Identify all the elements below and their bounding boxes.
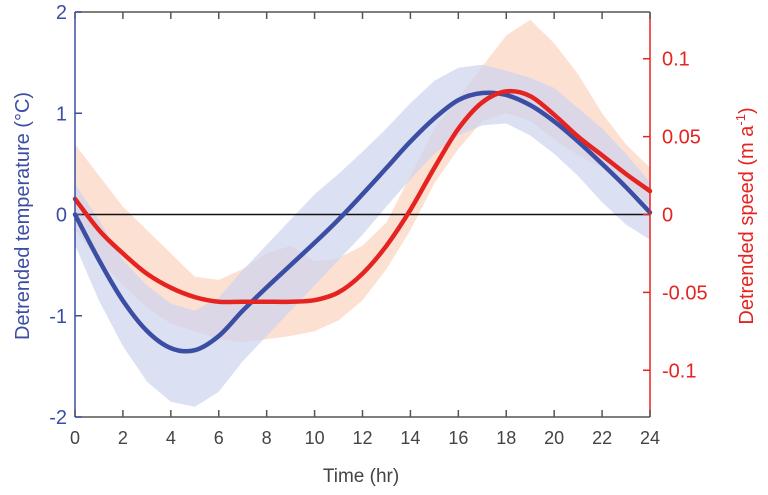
confidence-bands: [75, 19, 650, 407]
x-tick-label: 8: [262, 428, 272, 448]
x-axis-ticks: 0 2 4 6 8 10 12 14 16 18 20 22 24: [70, 12, 660, 448]
temperature-line: [72, 90, 653, 354]
left-y-tick-label: -2: [49, 407, 67, 429]
right-y-axis-label-text: Detrended speed (m a: [736, 125, 758, 325]
left-y-tick-label: -1: [49, 306, 67, 328]
x-tick-label: 14: [400, 428, 420, 448]
right-y-axis-label-superscript: -1: [733, 114, 748, 126]
right-y-axis-ticks: -0.1 -0.05 0 0.05 0.1: [643, 49, 708, 382]
speed-line: [72, 88, 653, 305]
x-tick-label: 16: [448, 428, 468, 448]
temperature-band: [75, 64, 650, 407]
x-tick-label: 24: [640, 428, 660, 448]
x-tick-label: 18: [496, 428, 516, 448]
right-y-axis-label-close: ): [736, 107, 758, 114]
right-y-tick-label: 0.1: [662, 49, 690, 71]
left-y-tick-label: 0: [56, 205, 67, 227]
right-y-tick-label: 0: [662, 205, 673, 227]
x-axis-label: Time (hr): [323, 466, 399, 487]
x-tick-label: 12: [352, 428, 372, 448]
left-y-tick-label: 1: [56, 103, 67, 125]
left-y-tick-label: 2: [56, 2, 67, 24]
left-y-axis-label: Detrended temperature (°C): [12, 92, 34, 340]
left-y-axis-ticks: -2 -1 0 1 2: [49, 2, 82, 429]
x-tick-label: 6: [214, 428, 224, 448]
x-tick-label: 20: [544, 428, 564, 448]
x-tick-label: 2: [118, 428, 128, 448]
right-y-tick-label: 0.05: [662, 127, 701, 149]
x-tick-label: 22: [592, 428, 612, 448]
right-y-axis-label: Detrended speed (m a-1): [733, 107, 758, 324]
series-lines: [72, 88, 653, 354]
right-y-tick-label: -0.1: [662, 360, 696, 382]
right-y-tick-label: -0.05: [662, 282, 708, 304]
x-tick-label: 0: [70, 428, 80, 448]
x-tick-label: 10: [305, 428, 325, 448]
x-tick-label: 4: [166, 428, 176, 448]
